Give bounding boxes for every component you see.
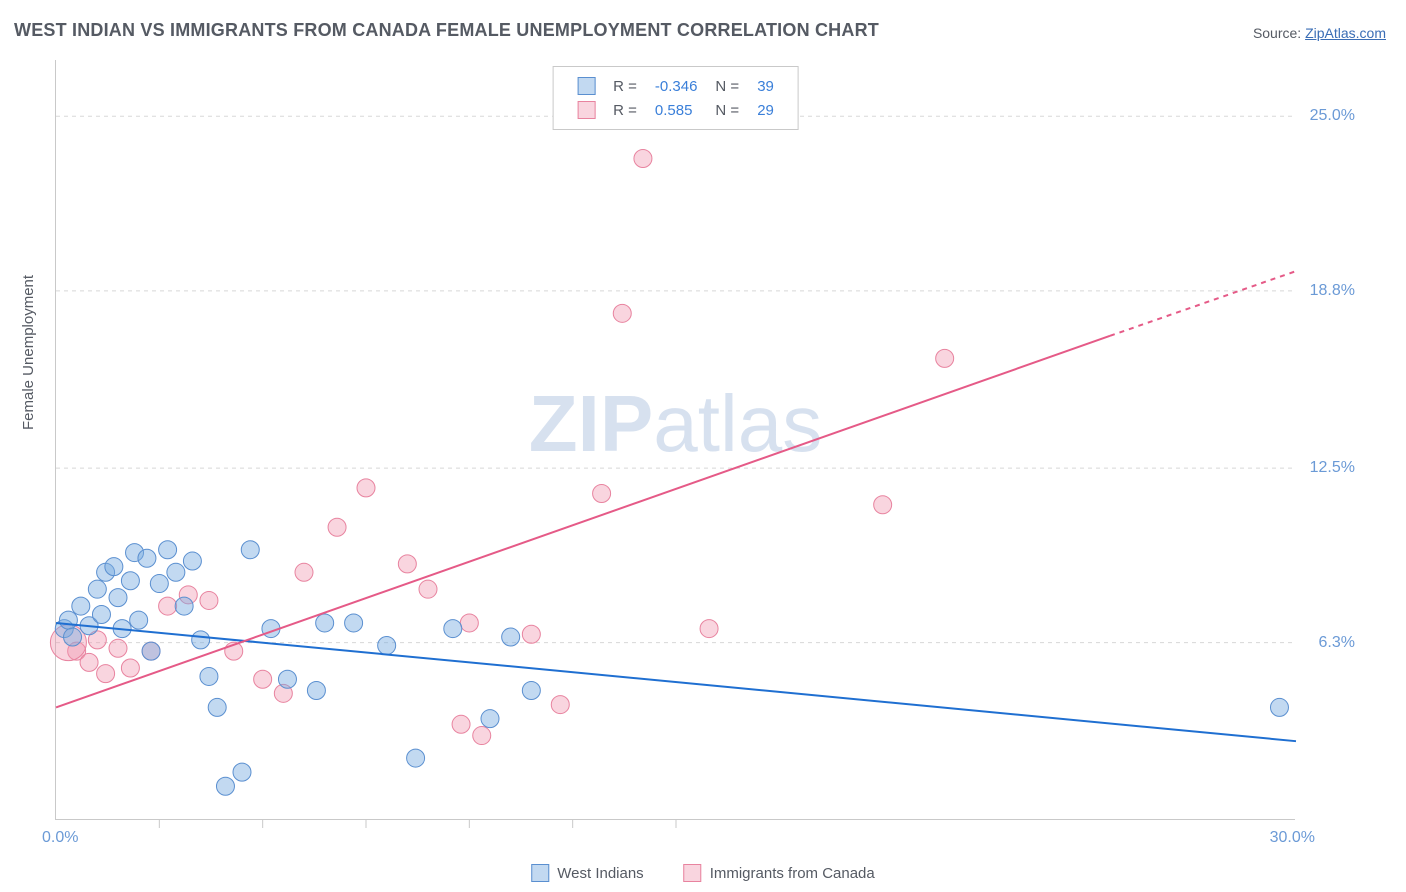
y-tick-label: 6.3% [1319, 634, 1355, 652]
y-tick-label: 25.0% [1310, 107, 1355, 125]
swatch-series2 [577, 101, 595, 119]
x-tick-label: 30.0% [1270, 829, 1315, 847]
swatch-series1 [531, 864, 549, 882]
correlation-legend: R = -0.346 N = 39 R = 0.585 N = 29 [552, 66, 799, 130]
legend-item-1: West Indians [531, 864, 643, 882]
swatch-series1 [577, 77, 595, 95]
n-value-1: 39 [749, 75, 782, 97]
r-label: R = [605, 99, 645, 121]
y-tick-label: 18.8% [1310, 282, 1355, 300]
swatch-series2 [684, 864, 702, 882]
n-label: N = [707, 99, 747, 121]
x-tick-label: 0.0% [42, 829, 78, 847]
series-legend: West Indians Immigrants from Canada [531, 864, 875, 882]
y-axis-label: Female Unemployment [20, 275, 37, 430]
legend-row-1: R = -0.346 N = 39 [569, 75, 782, 97]
source-link[interactable]: ZipAtlas.com [1305, 25, 1386, 41]
legend-label-1: West Indians [557, 865, 643, 882]
y-tick-label: 12.5% [1310, 459, 1355, 477]
chart-container: WEST INDIAN VS IMMIGRANTS FROM CANADA FE… [0, 0, 1406, 892]
chart-svg [56, 60, 1295, 819]
chart-title: WEST INDIAN VS IMMIGRANTS FROM CANADA FE… [14, 20, 879, 41]
legend-item-2: Immigrants from Canada [684, 864, 875, 882]
r-value-2: 0.585 [647, 99, 706, 121]
r-value-1: -0.346 [647, 75, 706, 97]
legend-row-2: R = 0.585 N = 29 [569, 99, 782, 121]
plot-area: ZIPatlas R = -0.346 N = 39 R = 0.585 N =… [55, 60, 1295, 820]
source-attribution: Source: ZipAtlas.com [1253, 25, 1386, 41]
n-value-2: 29 [749, 99, 782, 121]
legend-label-2: Immigrants from Canada [710, 865, 875, 882]
r-label: R = [605, 75, 645, 97]
n-label: N = [707, 75, 747, 97]
source-label: Source: [1253, 25, 1305, 41]
